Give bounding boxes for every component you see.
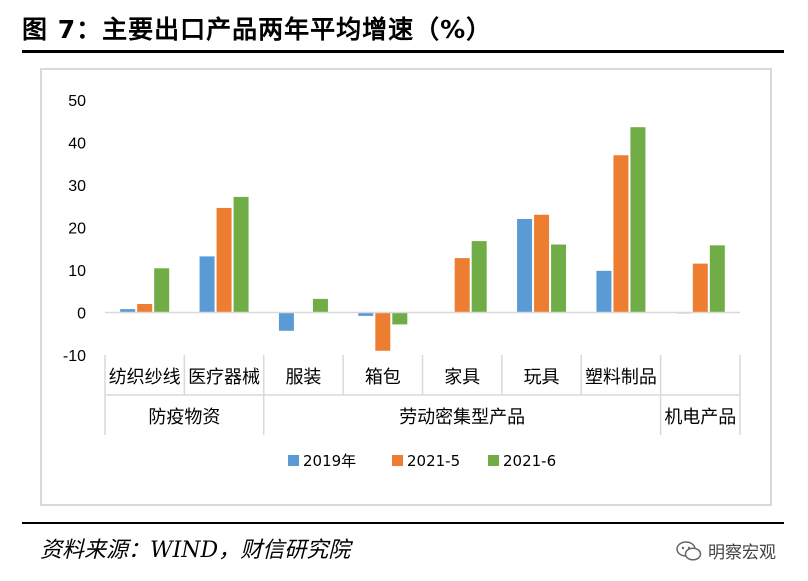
y-tick-label: 0 [77,306,86,323]
category-label: 医疗器械 [188,367,260,388]
bar [358,312,374,316]
bar [233,196,249,313]
bar [278,312,294,331]
y-tick-label: -10 [63,348,86,365]
y-tick-label: 10 [68,263,86,280]
y-tick-label: 20 [68,221,86,238]
bar [216,207,232,313]
category-label: 家具 [444,367,480,388]
chart-title: 图 7：主要出口产品两年平均增速（%） [22,15,493,44]
bar [154,268,170,313]
bar [630,127,646,313]
bar [692,263,708,313]
group-label: 机电产品 [664,407,736,428]
wechat-icon [676,540,702,561]
category-label: 服装 [285,367,321,388]
y-tick-label: 50 [68,93,86,110]
bar [375,312,391,351]
title-rule [22,50,784,53]
chart-frame [40,68,772,506]
group-label: 防疫物资 [148,407,220,428]
group-label: 劳动密集型产品 [399,407,525,428]
bar [534,214,550,313]
bar [596,270,612,313]
watermark-text: 明察宏观 [708,543,776,563]
bar [312,298,328,313]
bar [613,155,629,313]
bar [199,256,215,313]
category-label: 塑料制品 [585,367,657,388]
y-tick-label: 30 [68,178,86,195]
bar [454,258,470,313]
bar [137,304,153,313]
bar [551,244,567,313]
category-label: 纺织纱线 [109,367,181,388]
watermark: 明察宏观 [676,538,776,563]
legend-swatch [488,455,499,466]
y-tick-label: 40 [68,136,86,153]
bar [471,241,487,313]
bar [709,245,725,313]
bar [120,309,136,313]
legend-swatch [392,455,403,466]
legend-label: 2021-6 [503,452,556,470]
source-rule [22,522,784,524]
legend-label: 2019年 [303,452,356,470]
bar [517,219,533,313]
source-note: 资料来源：WIND，财信研究院 [40,538,351,563]
legend-swatch [288,455,299,466]
legend-label: 2021-5 [407,452,460,470]
category-label: 玩具 [524,367,560,388]
bar [392,312,408,325]
category-label: 箱包 [365,367,401,388]
